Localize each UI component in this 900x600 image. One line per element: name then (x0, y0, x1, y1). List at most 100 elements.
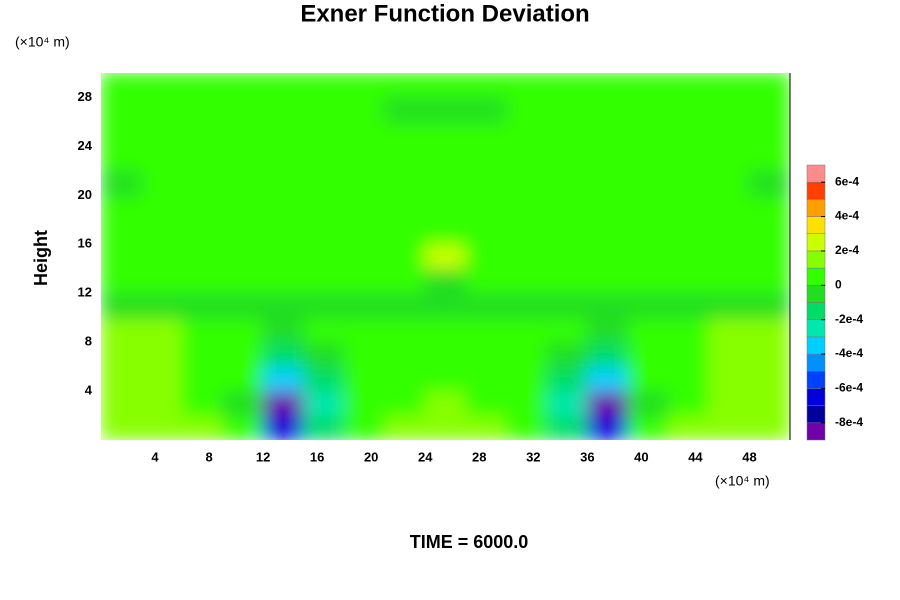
field-cell (181, 194, 224, 221)
field-cell (667, 341, 710, 368)
field-cell (343, 96, 386, 123)
field-cell (262, 366, 305, 392)
field-cell (343, 121, 386, 147)
field-cell (667, 366, 710, 392)
field-cell (627, 219, 669, 245)
field-cell (586, 366, 629, 392)
field-cell (627, 243, 669, 270)
field-cell (181, 341, 224, 368)
colorbar-segment (806, 336, 826, 355)
field-cell (586, 268, 629, 294)
field-cell (303, 96, 345, 123)
field-cell (424, 121, 467, 147)
field-cell (546, 145, 588, 172)
field-cell (262, 121, 305, 147)
field-cell (343, 194, 386, 221)
field-cell (222, 292, 264, 319)
field-cell (546, 366, 588, 392)
field-cell (627, 292, 669, 319)
field-cell (141, 73, 183, 98)
field-cell (384, 219, 426, 245)
y-tick-label: 16 (78, 236, 92, 251)
field-cell (586, 170, 629, 196)
colorbar-segment (806, 371, 826, 389)
field-cell (262, 390, 305, 417)
field-cell (586, 292, 629, 319)
field-cell (667, 96, 710, 123)
field-cell (708, 194, 750, 221)
field-cell (424, 341, 467, 368)
field-cell (667, 219, 710, 245)
x-tick-label: 8 (205, 449, 212, 464)
colorbar-tick-label: -6e-4 (835, 381, 863, 395)
field-cell (667, 292, 710, 319)
field-cell (141, 268, 183, 294)
field-cell (708, 390, 750, 417)
field-cell (708, 268, 750, 294)
field-cell (546, 170, 588, 196)
field-cell (222, 341, 264, 368)
y-tick-label: 4 (85, 383, 93, 398)
field-cell (586, 219, 629, 245)
field-cell (343, 219, 386, 245)
field-cell (424, 73, 467, 98)
colorbar-segment (806, 216, 826, 234)
field-cell (343, 390, 386, 417)
field-cell (505, 73, 548, 98)
field-cell (505, 268, 548, 294)
field-cell (303, 145, 345, 172)
field-cell (505, 219, 548, 245)
field-cell (384, 145, 426, 172)
field-cell (748, 341, 790, 368)
field-cell (303, 73, 345, 98)
field-cell (181, 219, 224, 245)
field-cell (586, 96, 629, 123)
field-cell (262, 243, 305, 270)
colorbar-tick-label: -8e-4 (835, 415, 863, 429)
field-cell (708, 121, 750, 147)
field-cell (748, 366, 790, 392)
field-cell (465, 219, 507, 245)
field-cell (667, 145, 710, 172)
field-cell (181, 96, 224, 123)
x-tick-label: 36 (580, 449, 594, 464)
field-cell (384, 121, 426, 147)
field-cell (627, 415, 669, 440)
field-cell (586, 243, 629, 270)
field-cell (141, 170, 183, 196)
field-cell (262, 170, 305, 196)
field-cell (546, 73, 588, 98)
field-cell (181, 366, 224, 392)
field-cell (343, 145, 386, 172)
field-cell (505, 341, 548, 368)
field-cell (546, 268, 588, 294)
field-cell (708, 170, 750, 196)
field-cell (465, 121, 507, 147)
field-cell (222, 170, 264, 196)
field-cell (708, 73, 750, 98)
colorbar-segment (806, 319, 826, 338)
field-cell (465, 366, 507, 392)
field-cell (101, 243, 143, 270)
field-cell (708, 317, 750, 343)
x-tick-label: 24 (418, 449, 433, 464)
field-cell (222, 317, 264, 343)
field-cell (748, 73, 790, 98)
field-cell (505, 121, 548, 147)
colorbar-tick-label: 4e-4 (835, 209, 859, 223)
field-cell (465, 317, 507, 343)
field-cell (222, 145, 264, 172)
field-cell (708, 415, 750, 440)
field-cell (667, 170, 710, 196)
field-cell (343, 366, 386, 392)
field-cell (222, 366, 264, 392)
field-cell (384, 194, 426, 221)
field-cell (101, 73, 143, 98)
field-cell (303, 390, 345, 417)
field-cell (343, 243, 386, 270)
field-cell (222, 121, 264, 147)
field-cell (586, 194, 629, 221)
field-cell (586, 121, 629, 147)
colorbar-segment (806, 302, 826, 320)
